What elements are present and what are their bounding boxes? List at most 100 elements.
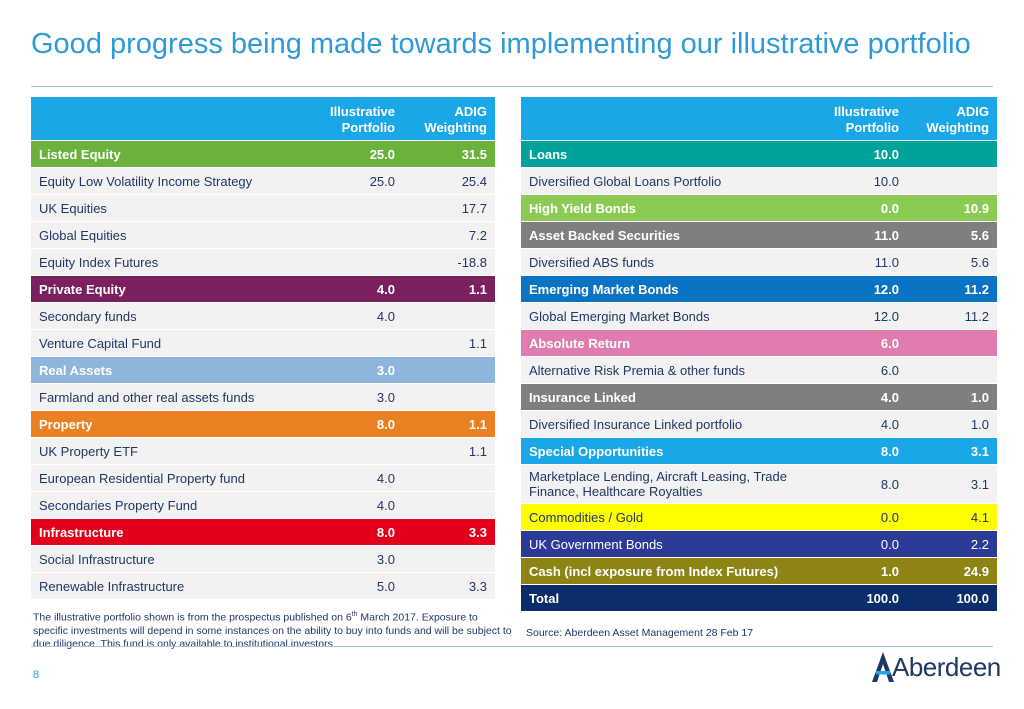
page-title: Good progress being made towards impleme… xyxy=(31,28,971,60)
left-label-cell: UK Equities xyxy=(31,194,315,222)
right-label-cell: Absolute Return xyxy=(521,329,805,357)
source-note: Source: Aberdeen Asset Management 28 Feb… xyxy=(526,627,754,639)
left-section-row: Property 8.0 1.1 xyxy=(31,410,495,438)
left-label-cell: Equity Index Futures xyxy=(31,248,315,276)
left-adig-cell: 1.1 xyxy=(403,275,495,303)
title-divider xyxy=(31,86,993,87)
left-item-row: European Residential Property fund 4.0 xyxy=(31,464,495,492)
right-label-cell: Diversified ABS funds xyxy=(521,248,805,276)
left-adig-cell: 7.2 xyxy=(403,221,495,249)
right-adig-cell: 5.6 xyxy=(907,248,997,276)
right-label-cell: Emerging Market Bonds xyxy=(521,275,805,303)
left-item-row: Equity Low Volatility Income Strategy 25.… xyxy=(31,167,495,195)
right-item-row: Diversified Insurance Linked portfolio 4.… xyxy=(521,410,997,438)
left-adig-cell xyxy=(403,491,495,519)
left-item-row: UK Property ETF 1.1 xyxy=(31,437,495,465)
right-item-row: Diversified ABS funds 11.0 5.6 xyxy=(521,248,997,276)
left-adig-cell xyxy=(403,356,495,384)
left-label-cell: Secondary funds xyxy=(31,302,315,330)
left-item-row: Farmland and other real assets funds 3.0 xyxy=(31,383,495,411)
right-illustrative-cell: 1.0 xyxy=(805,557,907,585)
right-adig-cell: 11.2 xyxy=(907,302,997,330)
right-illustrative-cell: 0.0 xyxy=(805,503,907,531)
left-adig-cell: 1.1 xyxy=(403,437,495,465)
right-section-row: Insurance Linked 4.0 1.0 xyxy=(521,383,997,411)
left-label-cell: Social Infrastructure xyxy=(31,545,315,573)
right-label-cell: Asset Backed Securities xyxy=(521,221,805,249)
left-adig-cell: 3.3 xyxy=(403,518,495,546)
right-item-row: Diversified Global Loans Portfolio 10.0 xyxy=(521,167,997,195)
right-illustrative-cell: 12.0 xyxy=(805,275,907,303)
right-section-row: Special Opportunities 8.0 3.1 xyxy=(521,437,997,465)
left-adig-cell: 1.1 xyxy=(403,329,495,357)
aberdeen-logo-mark-icon xyxy=(872,652,894,682)
left-illustrative-cell xyxy=(315,248,403,276)
aberdeen-logo: Aberdeen xyxy=(870,648,1001,684)
left-label-cell: Private Equity xyxy=(31,275,315,303)
left-illustrative-cell: 3.0 xyxy=(315,356,403,384)
right-section-row: Asset Backed Securities 11.0 5.6 xyxy=(521,221,997,249)
left-section-row: Real Assets 3.0 xyxy=(31,356,495,384)
left-illustrative-cell: 3.0 xyxy=(315,383,403,411)
left-adig-cell: 25.4 xyxy=(403,167,495,195)
left-item-row: Equity Index Futures -18.8 xyxy=(31,248,495,276)
logo-wordmark: Aberdeen xyxy=(892,652,1001,682)
right-section-row: UK Government Bonds 0.0 2.2 xyxy=(521,530,997,558)
left-section-row: Infrastructure 8.0 3.3 xyxy=(31,518,495,546)
left-adig-cell: -18.8 xyxy=(403,248,495,276)
right-adig-cell: 3.1 xyxy=(907,437,997,465)
right-header-blank xyxy=(521,97,805,141)
left-adig-cell: 3.3 xyxy=(403,572,495,600)
right-section-row: Absolute Return 6.0 xyxy=(521,329,997,357)
left-label-cell: Infrastructure xyxy=(31,518,315,546)
right-label-cell: Global Emerging Market Bonds xyxy=(521,302,805,330)
right-allocation-table: Illustrative Portfolio ADIG Weighting Lo… xyxy=(521,97,997,612)
left-item-row: Renewable Infrastructure 5.0 3.3 xyxy=(31,572,495,600)
right-section-row: Cash (incl exposure from Index Futures) 1… xyxy=(521,557,997,585)
left-illustrative-cell: 4.0 xyxy=(315,491,403,519)
left-illustrative-cell: 25.0 xyxy=(315,140,403,168)
right-adig-cell: 1.0 xyxy=(907,410,997,438)
left-illustrative-cell: 4.0 xyxy=(315,464,403,492)
left-illustrative-cell xyxy=(315,194,403,222)
left-adig-cell xyxy=(403,302,495,330)
left-illustrative-cell xyxy=(315,437,403,465)
right-illustrative-cell: 0.0 xyxy=(805,194,907,222)
right-illustrative-cell: 12.0 xyxy=(805,302,907,330)
right-illustrative-cell: 6.0 xyxy=(805,356,907,384)
left-item-row: Global Equities 7.2 xyxy=(31,221,495,249)
right-section-row: Total 100.0 100.0 xyxy=(521,584,997,612)
left-adig-cell xyxy=(403,383,495,411)
right-section-row: Commodities / Gold 0.0 4.1 xyxy=(521,503,997,531)
left-label-cell: European Residential Property fund xyxy=(31,464,315,492)
page-number: 8 xyxy=(33,669,40,681)
right-illustrative-cell: 4.0 xyxy=(805,410,907,438)
right-illustrative-cell: 0.0 xyxy=(805,530,907,558)
right-illustrative-cell: 100.0 xyxy=(805,584,907,612)
left-adig-cell: 17.7 xyxy=(403,194,495,222)
right-label-cell: High Yield Bonds xyxy=(521,194,805,222)
right-adig-cell xyxy=(907,329,997,357)
right-adig-cell: 100.0 xyxy=(907,584,997,612)
left-label-cell: Farmland and other real assets funds xyxy=(31,383,315,411)
footer-divider xyxy=(31,646,993,647)
right-adig-cell xyxy=(907,356,997,384)
right-illustrative-cell: 6.0 xyxy=(805,329,907,357)
footnote-superscript: th xyxy=(351,611,358,618)
footnote: The illustrative portfolio shown is from… xyxy=(33,608,513,651)
right-adig-cell: 2.2 xyxy=(907,530,997,558)
left-illustrative-cell xyxy=(315,221,403,249)
left-section-row: Private Equity 4.0 1.1 xyxy=(31,275,495,303)
right-adig-cell: 1.0 xyxy=(907,383,997,411)
right-item-row: Marketplace Lending, Aircraft Leasing, T… xyxy=(521,464,997,504)
right-section-row: Emerging Market Bonds 12.0 11.2 xyxy=(521,275,997,303)
left-label-cell: Renewable Infrastructure xyxy=(31,572,315,600)
right-label-cell: Diversified Global Loans Portfolio xyxy=(521,167,805,195)
right-label-cell: Insurance Linked xyxy=(521,383,805,411)
left-header-adig: ADIG Weighting xyxy=(403,97,495,141)
footnote-text-start: The illustrative portfolio shown is from… xyxy=(33,611,352,624)
right-item-row: Alternative Risk Premia & other funds 6.0 xyxy=(521,356,997,384)
left-header-blank xyxy=(31,97,315,141)
left-label-cell: Real Assets xyxy=(31,356,315,384)
right-illustrative-cell: 11.0 xyxy=(805,221,907,249)
